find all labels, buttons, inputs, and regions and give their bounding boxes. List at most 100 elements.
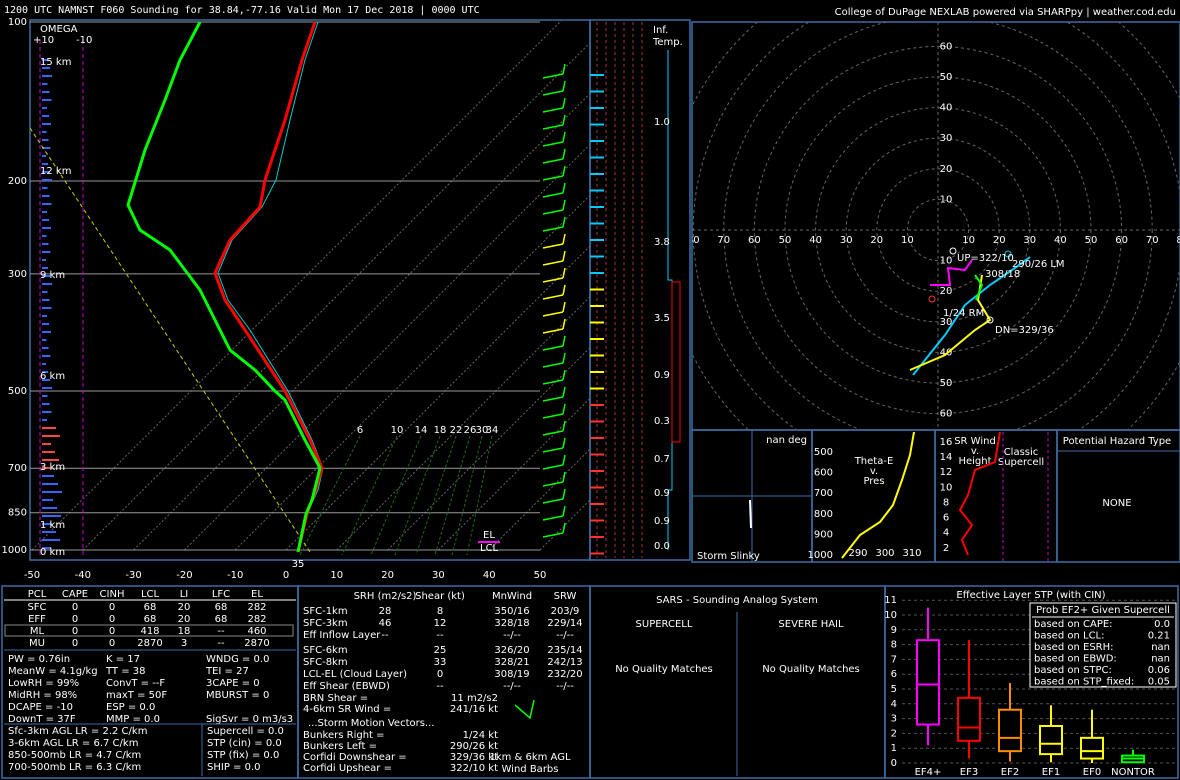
storm-motion — [1004, 250, 1012, 258]
wind-barb — [542, 396, 564, 402]
sars-title: SARS - Sounding Analog System — [656, 595, 818, 606]
stp-category: EF0 — [1083, 767, 1101, 778]
srwind-title: SR Wind — [954, 436, 996, 447]
kin-cell: 350/16 — [494, 606, 529, 617]
hodo-x-label: 80 — [687, 235, 700, 246]
kin-row-label: SFC-8km — [303, 657, 348, 668]
wind-barb — [542, 158, 564, 164]
thermo-cell: 0 — [109, 614, 115, 625]
prob-title: Prob EF2+ Given Supercell — [1036, 605, 1170, 616]
motion-row: 322/10 kt — [450, 763, 498, 774]
index: ESP = 0.0 — [106, 702, 155, 713]
temp-tick-label: -50 — [24, 570, 40, 581]
index: MBURST = 0 — [206, 690, 269, 701]
index: SigSvr = 0 m3/s3 — [206, 714, 293, 725]
thermo-cell: 2870 — [244, 638, 269, 649]
temp-tick-label: -10 — [227, 570, 243, 581]
wind-barb — [562, 403, 566, 415]
theta-title: v. — [870, 466, 878, 477]
kin-cell: 232/20 — [547, 669, 582, 680]
hodo-x-label: 20 — [993, 235, 1006, 246]
isotherm — [184, 143, 590, 551]
height-label: 12 km — [40, 166, 71, 177]
barb-note: 1km & 6km AGL — [489, 752, 571, 763]
kin-extra: BRN Shear = — [303, 693, 368, 704]
motion-row: 1/24 kt — [463, 730, 498, 741]
theta-t-tick: 300 — [875, 548, 894, 559]
wind-barb — [562, 250, 566, 262]
height-label: 6 km — [40, 371, 65, 382]
thermo-header: CAPE — [62, 589, 88, 600]
inflow-label: 0.9 — [654, 370, 670, 381]
kin-cell: 203/9 — [551, 606, 580, 617]
srwind-note: Classic — [1004, 447, 1039, 458]
kin-cell: 33 — [434, 657, 447, 668]
motion-label: 1/24 RM — [943, 308, 984, 319]
motion-row: 290/26 kt — [450, 741, 498, 752]
mixing-ratio-label: 26 — [464, 425, 477, 436]
wind-barb — [542, 277, 564, 283]
pressure-tick-label: 500 — [8, 386, 27, 397]
dewpoint-trace — [126, 21, 322, 553]
kin-cell: -- — [436, 681, 444, 692]
index: PW = 0.76in — [8, 654, 70, 665]
wind-barb — [562, 369, 566, 381]
mixing-ratio-label: 30 — [476, 425, 489, 436]
wind-barb — [542, 413, 564, 419]
thermo-cell: 68 — [215, 602, 228, 613]
omega-tick: -10 — [76, 35, 92, 46]
srwind-trace — [958, 431, 1001, 556]
kin-cell: 25 — [434, 645, 447, 656]
mixing-ratio-label: 6 — [357, 425, 363, 436]
kin-cell: 12 — [434, 618, 447, 629]
stp-y-label: 5 — [891, 684, 897, 695]
temp-tick-label: 10 — [330, 570, 343, 581]
wind-barb — [562, 522, 566, 534]
composite: STP (fix) = 0.0 — [207, 750, 279, 761]
thermo-cell: 0 — [72, 626, 78, 637]
thermo-cell: 0 — [72, 638, 78, 649]
mixing-ratio-label: 14 — [415, 425, 428, 436]
composite: STP (cin) = 0.0 — [207, 738, 282, 749]
hodo-y-label: 60 — [940, 409, 953, 420]
skewt-layer — [30, 20, 590, 556]
prob-row: 0.05 — [1148, 677, 1170, 688]
wind-barb — [562, 199, 566, 211]
wind-barb — [562, 471, 566, 483]
srwind-note: Supercell — [998, 457, 1044, 468]
kin-cell: 326/20 — [494, 645, 529, 656]
stp-y-label: 6 — [891, 669, 897, 680]
hodo-trace — [930, 259, 973, 286]
wind-barb — [562, 148, 566, 160]
pressure-tick-label: 850 — [8, 508, 27, 519]
thermo-cell: 68 — [144, 614, 157, 625]
theta-p-tick: 500 — [814, 447, 833, 458]
wind-barb — [542, 226, 564, 232]
sars-head: SEVERE HAIL — [778, 619, 844, 630]
isotherm — [31, 20, 563, 551]
inflow-title: Inf. — [653, 25, 668, 36]
stp-y-label: 3 — [891, 714, 897, 725]
thermo-cell: SFC — [27, 602, 46, 613]
motion-row: Bunkers Left = — [303, 741, 377, 752]
prob-row: based on LCL: — [1034, 631, 1105, 642]
wind-barb — [542, 481, 564, 487]
motion-label: 290/26 LM — [1012, 259, 1065, 270]
wetbulb-trace — [217, 21, 324, 553]
motion-row: Corfidi Upshear = — [303, 763, 392, 774]
wind-barb — [542, 243, 564, 249]
mixing-ratio-label: 18 — [434, 425, 447, 436]
index: MeanW = 4.1g/kg — [8, 666, 98, 677]
isotherm — [438, 397, 590, 551]
slinky-angle: nan deg — [766, 435, 807, 446]
prob-row: based on ESRH: — [1034, 642, 1114, 653]
stp-y-label: 0 — [891, 758, 897, 769]
srwind-title: v. — [971, 446, 979, 457]
surface-temp: 35 — [292, 559, 305, 570]
hodo-y-label: 10 — [940, 194, 953, 205]
srwind-h-tick: 14 — [940, 452, 953, 463]
wind-barb — [542, 141, 564, 147]
thermo-header: CINH — [100, 589, 125, 600]
thermo-cell: 0 — [109, 602, 115, 613]
wind-barb — [562, 352, 566, 364]
